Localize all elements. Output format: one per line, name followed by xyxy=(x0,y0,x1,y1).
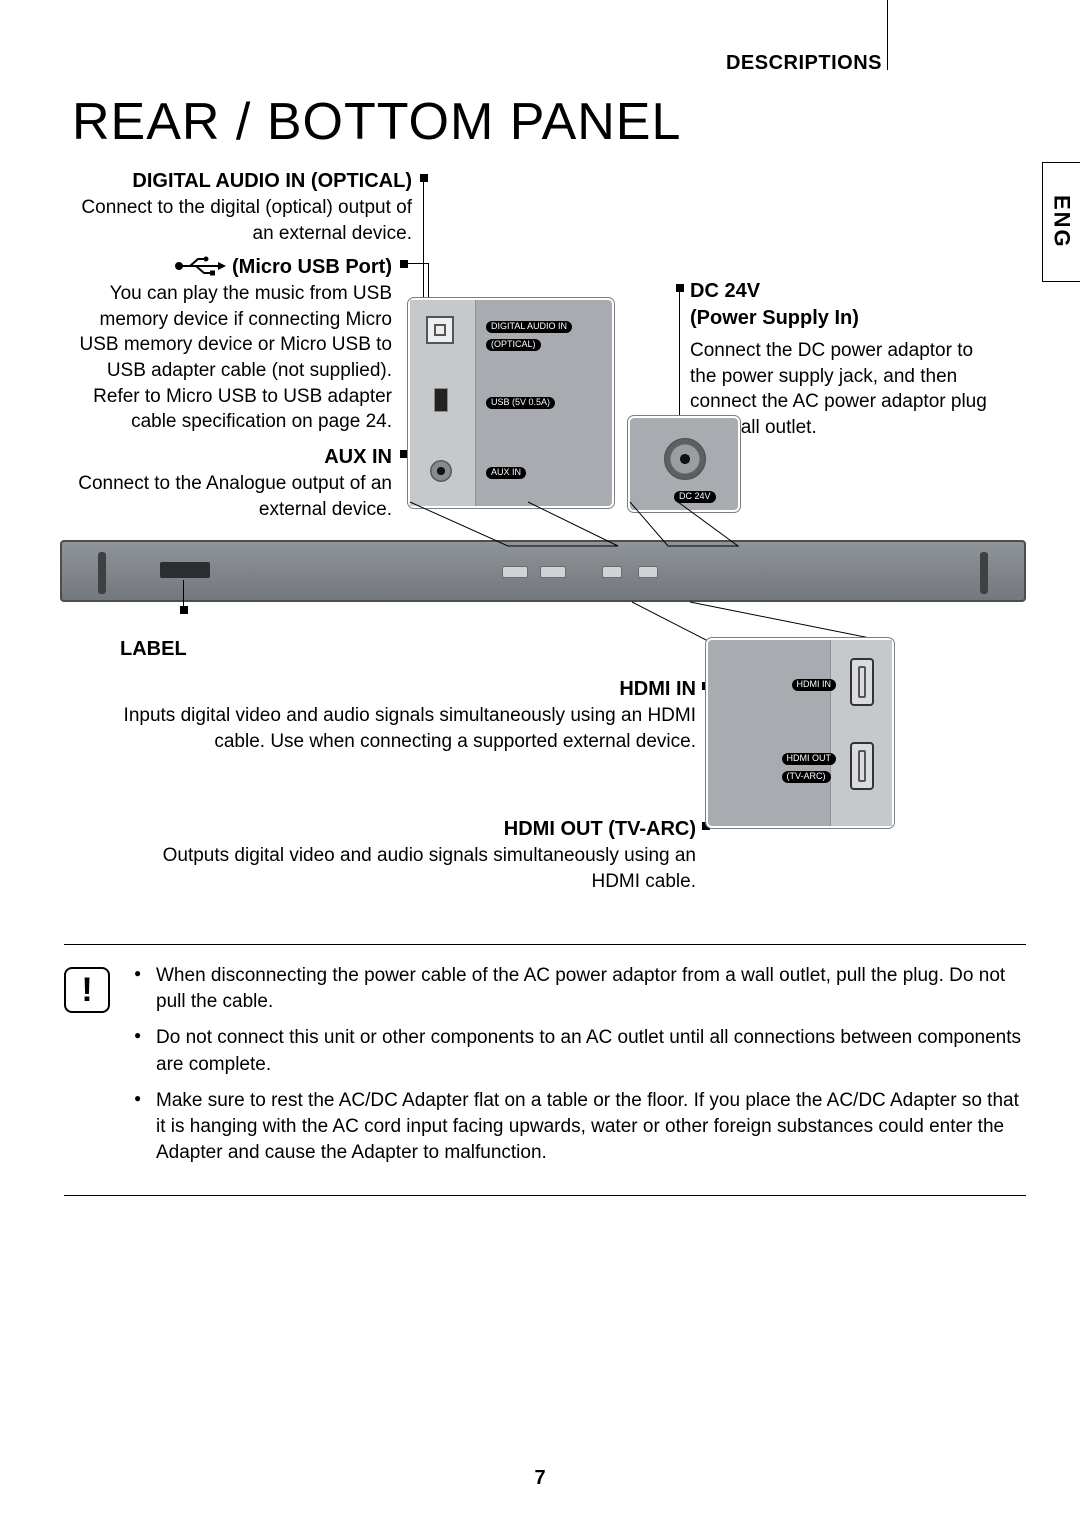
hdmi-in-port-icon xyxy=(850,658,874,706)
dc-panel-diagram: DC 24V xyxy=(628,416,740,512)
callout-hdmi-in-body: Inputs digital video and audio signals s… xyxy=(116,703,696,754)
warning-icon: ! xyxy=(64,967,110,1013)
bar-port-mini xyxy=(602,566,622,578)
leader-line xyxy=(423,182,424,308)
hdmi-panel-diagram: HDMI IN HDMI OUT (TV-ARC) xyxy=(706,638,894,828)
bar-port-mini xyxy=(638,566,658,578)
language-tab: ENG xyxy=(1042,162,1080,282)
leader-line xyxy=(183,580,184,610)
leader-line xyxy=(679,292,680,432)
callout-optical-head: DIGITAL AUDIO IN (OPTICAL) xyxy=(72,168,412,195)
callout-aux: AUX IN Connect to the Analogue output of… xyxy=(72,444,392,522)
page-number: 7 xyxy=(0,1467,1080,1490)
callout-usb: (Micro USB Port) You can play the music … xyxy=(72,254,392,435)
callout-optical-body: Connect to the digital (optical) output … xyxy=(72,195,412,246)
port-label-aux: AUX IN xyxy=(486,462,526,480)
leader-sq xyxy=(676,284,684,292)
callout-hdmi-out-body: Outputs digital video and audio signals … xyxy=(116,843,696,894)
callout-hdmi-in-head: HDMI IN xyxy=(116,676,696,703)
dc-jack-icon xyxy=(664,438,706,480)
bar-endcap xyxy=(98,552,106,594)
notes-list: When disconnecting the power cable of th… xyxy=(134,963,1026,1177)
aux-port-icon xyxy=(430,460,452,482)
header-divider xyxy=(887,0,888,70)
callout-aux-body: Connect to the Analogue output of an ext… xyxy=(72,471,392,522)
note-item: Do not connect this unit or other compon… xyxy=(134,1025,1026,1077)
callout-hdmi-out-head: HDMI OUT (TV-ARC) xyxy=(116,816,696,843)
page-title: REAR / BOTTOM PANEL xyxy=(72,92,681,152)
callout-hdmi-out: HDMI OUT (TV-ARC) Outputs digital video … xyxy=(116,816,696,894)
callout-dc-head1: DC 24V xyxy=(690,278,990,305)
callout-optical: DIGITAL AUDIO IN (OPTICAL) Connect to th… xyxy=(72,168,412,246)
port-label-optical: DIGITAL AUDIO IN (OPTICAL) xyxy=(486,316,572,352)
note-item: Make sure to rest the AC/DC Adapter flat… xyxy=(134,1088,1026,1167)
section-header: DESCRIPTIONS xyxy=(726,52,882,75)
language-tab-text: ENG xyxy=(1049,195,1075,249)
callout-dc-head2: (Power Supply In) xyxy=(690,305,990,332)
port-label-usb: USB (5V 0.5A) xyxy=(486,392,555,410)
notes-section: ! When disconnecting the power cable of … xyxy=(64,944,1026,1196)
zoom-guides-top xyxy=(408,500,748,548)
usb-icon xyxy=(174,256,226,276)
rear-panel-diagram: DIGITAL AUDIO IN (OPTICAL) USB (5V 0.5A)… xyxy=(408,298,614,508)
note-item: When disconnecting the power cable of th… xyxy=(134,963,1026,1015)
leader-sq xyxy=(400,260,408,268)
leader-sq xyxy=(420,174,428,182)
callout-hdmi-in: HDMI IN Inputs digital video and audio s… xyxy=(116,676,696,754)
bar-label-area xyxy=(160,562,210,578)
soundbar-diagram xyxy=(60,540,1026,602)
port-label-hdmi-in: HDMI IN xyxy=(792,674,837,692)
bar-port-mini xyxy=(540,566,566,578)
bar-endcap xyxy=(980,552,988,594)
leader-sq xyxy=(400,450,408,458)
callout-usb-head: (Micro USB Port) xyxy=(72,254,392,281)
leader-sq xyxy=(180,606,188,614)
optical-port-icon xyxy=(426,316,454,344)
micro-usb-port-icon xyxy=(434,388,448,412)
callout-usb-body: You can play the music from USB memory d… xyxy=(72,281,392,435)
leader-line xyxy=(408,263,428,264)
callout-label-head: LABEL xyxy=(120,636,187,663)
callout-label: LABEL xyxy=(120,636,187,663)
port-label-hdmi-out: HDMI OUT (TV-ARC) xyxy=(782,748,837,784)
bar-port-mini xyxy=(502,566,528,578)
manual-page: DESCRIPTIONS ENG REAR / BOTTOM PANEL DIG… xyxy=(0,0,1080,1532)
notes-rule-bottom xyxy=(64,1195,1026,1196)
callout-aux-head: AUX IN xyxy=(72,444,392,471)
hdmi-out-port-icon xyxy=(850,742,874,790)
